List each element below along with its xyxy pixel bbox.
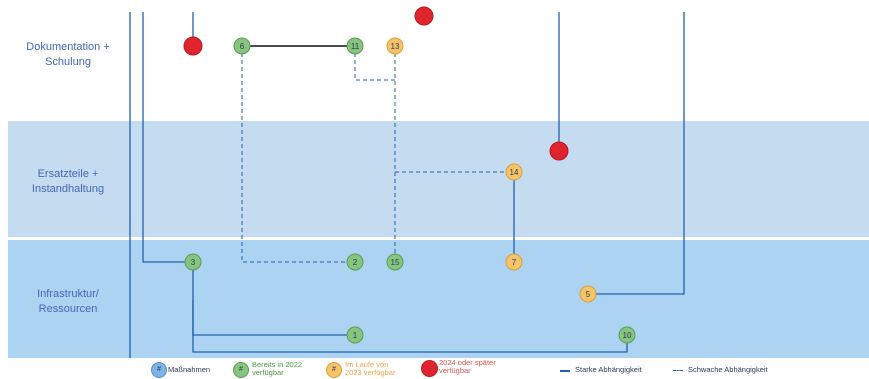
- node-circle: [505, 253, 523, 271]
- node-circle: [386, 253, 404, 271]
- node-14: 14: [505, 163, 523, 181]
- legend-during-text: Im Laufe von 2023 verfügbar: [345, 360, 396, 377]
- node-1: 1: [346, 326, 364, 344]
- legend-during-symbol: #: [332, 366, 336, 373]
- band-label-line: Dokumentation +: [26, 41, 110, 53]
- node-circle: [346, 253, 364, 271]
- band-label-ersatzteile: Ersatzteile + Instandhaltung: [8, 167, 128, 197]
- node-circle: [414, 6, 434, 26]
- node-label: 14: [510, 168, 519, 177]
- weak-lines: [241, 46, 514, 263]
- node-6: 6: [233, 37, 251, 55]
- node-15: 15: [386, 253, 404, 271]
- band-label-dokumentation: Dokumentation + Schulung: [8, 40, 128, 70]
- strong-line: [192, 300, 628, 353]
- node-circle: [505, 163, 523, 181]
- node-13: 13: [386, 37, 404, 55]
- node-circle: [184, 253, 202, 271]
- strong-line: [588, 12, 685, 295]
- strong-line: [192, 262, 355, 336]
- dependency-diagram: 6 11 13 14 3 2 15 7 5 1 10: [129, 6, 685, 358]
- node-3: 3: [184, 253, 202, 271]
- node-circle: [579, 285, 597, 303]
- nodes: 6 11 13 14 3 2 15 7 5 1 10: [183, 6, 636, 344]
- weak-line: [241, 46, 355, 263]
- legend-during-dot: #: [326, 362, 342, 378]
- legend-measures-text: Maßnahmen: [168, 365, 211, 374]
- node-label: 11: [351, 42, 360, 51]
- node-label: 3: [191, 258, 196, 267]
- legend-strong-text: Starke Abhängigkeit: [575, 365, 642, 374]
- band-label-line: Ressourcen: [38, 303, 98, 315]
- node-circle: [233, 37, 251, 55]
- node-11: 11: [346, 37, 364, 55]
- legend-weak-line: [673, 370, 683, 371]
- node-circle: [183, 36, 203, 56]
- band-label-line: Ersatzteile +: [37, 168, 99, 180]
- band-dokumentation: [8, 0, 869, 120]
- node-5: 5: [579, 285, 597, 303]
- node-7: 7: [505, 253, 523, 271]
- legend-measures-symbol: #: [157, 366, 161, 373]
- node-r1: [183, 36, 203, 56]
- band-label-line: Schulung: [45, 56, 91, 68]
- node-label: 13: [391, 42, 400, 51]
- node-label: 2: [353, 258, 358, 267]
- node-circle: [346, 326, 364, 344]
- node-circle: [618, 326, 636, 344]
- strong-lines: [129, 12, 685, 358]
- band-label-infrastruktur: Infrastruktur/ Ressourcen: [8, 287, 128, 317]
- node-circle: [386, 37, 404, 55]
- node-label: 10: [623, 331, 632, 340]
- band-infrastruktur: [8, 240, 869, 358]
- strong-line: [142, 12, 193, 263]
- legend-weak-text: Schwache Abhängigkeit: [688, 365, 768, 374]
- node-label: 1: [353, 331, 358, 340]
- legend-done-dot: #: [233, 362, 249, 378]
- legend-done-symbol: #: [239, 366, 243, 373]
- legend-later-text: 2024 oder später verfügbar: [439, 358, 496, 375]
- legend-later-dot: [421, 360, 438, 377]
- node-label: 5: [586, 290, 591, 299]
- legend-done-text: Bereits in 2022 verfügbar: [252, 360, 303, 377]
- node-r2: [414, 6, 434, 26]
- node-2: 2: [346, 253, 364, 271]
- node-r3: [549, 141, 569, 161]
- node-10: 10: [618, 326, 636, 344]
- node-label: 6: [240, 42, 245, 51]
- band-ersatzteile: [8, 121, 869, 237]
- band-label-line: Instandhaltung: [31, 183, 105, 195]
- node-label: 15: [391, 258, 400, 267]
- node-label: 7: [512, 258, 517, 267]
- legend-measures-dot: #: [151, 362, 167, 378]
- legend-strong-line: [560, 370, 570, 372]
- legend: # Maßnahmen # Bereits in 2022 verfügbar …: [0, 358, 869, 379]
- node-circle: [346, 37, 364, 55]
- band-label-line: Infrastruktur/: [37, 288, 99, 300]
- node-circle: [549, 141, 569, 161]
